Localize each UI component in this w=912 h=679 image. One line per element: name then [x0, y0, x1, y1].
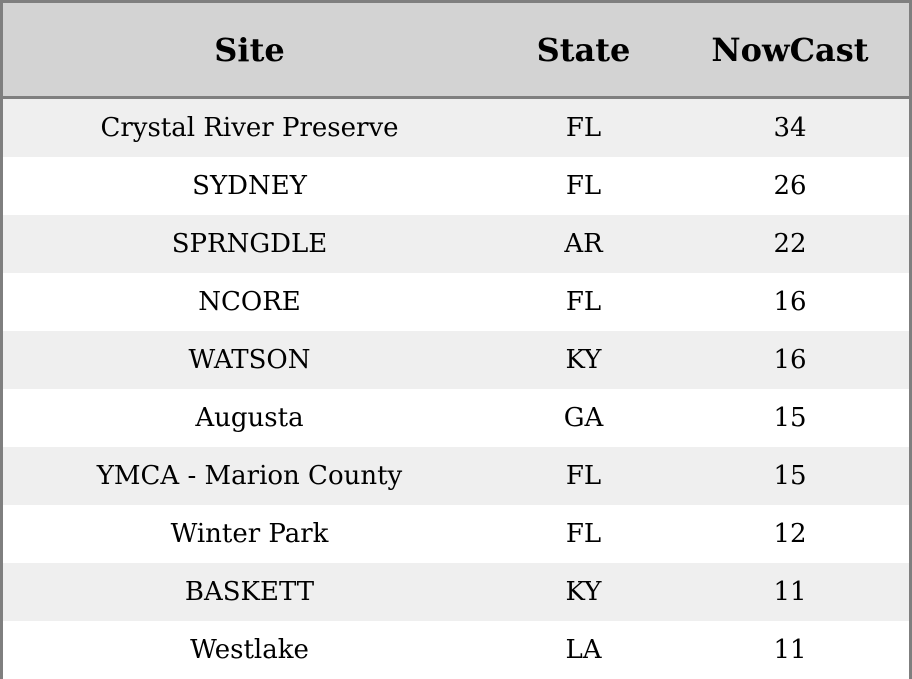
cell-nowcast: 34: [671, 97, 909, 157]
table-row: Westlake LA 11: [3, 621, 909, 679]
cell-nowcast: 15: [671, 447, 909, 505]
nowcast-table: Site State NowCast Crystal River Preserv…: [3, 3, 909, 679]
cell-state: LA: [496, 621, 671, 679]
cell-state: FL: [496, 447, 671, 505]
cell-nowcast: 12: [671, 505, 909, 563]
column-header-site: Site: [3, 3, 496, 99]
table-body: Crystal River Preserve FL 34 SYDNEY FL 2…: [3, 97, 909, 679]
cell-state: FL: [496, 505, 671, 563]
cell-state: KY: [496, 331, 671, 389]
table-row: WATSON KY 16: [3, 331, 909, 389]
cell-nowcast: 11: [671, 621, 909, 679]
cell-site: Augusta: [3, 389, 496, 447]
cell-nowcast: 15: [671, 389, 909, 447]
cell-site: Crystal River Preserve: [3, 97, 496, 157]
table-header: Site State NowCast: [3, 3, 909, 99]
cell-state: FL: [496, 273, 671, 331]
table-row: NCORE FL 16: [3, 273, 909, 331]
table-row: SYDNEY FL 26: [3, 157, 909, 215]
column-header-nowcast: NowCast: [671, 3, 909, 99]
cell-site: NCORE: [3, 273, 496, 331]
cell-site: Westlake: [3, 621, 496, 679]
cell-nowcast: 22: [671, 215, 909, 273]
header-row: Site State NowCast: [3, 3, 909, 99]
table-row: SPRNGDLE AR 22: [3, 215, 909, 273]
cell-site: YMCA - Marion County: [3, 447, 496, 505]
cell-site: BASKETT: [3, 563, 496, 621]
cell-state: FL: [496, 97, 671, 157]
table-row: YMCA - Marion County FL 15: [3, 447, 909, 505]
table-row: BASKETT KY 11: [3, 563, 909, 621]
cell-state: KY: [496, 563, 671, 621]
table-row: Winter Park FL 12: [3, 505, 909, 563]
cell-state: AR: [496, 215, 671, 273]
table-row: Crystal River Preserve FL 34: [3, 97, 909, 157]
cell-site: SPRNGDLE: [3, 215, 496, 273]
cell-nowcast: 11: [671, 563, 909, 621]
table-row: Augusta GA 15: [3, 389, 909, 447]
cell-site: WATSON: [3, 331, 496, 389]
cell-nowcast: 26: [671, 157, 909, 215]
cell-state: GA: [496, 389, 671, 447]
column-header-state: State: [496, 3, 671, 99]
cell-site: Winter Park: [3, 505, 496, 563]
cell-state: FL: [496, 157, 671, 215]
cell-nowcast: 16: [671, 331, 909, 389]
cell-nowcast: 16: [671, 273, 909, 331]
cell-site: SYDNEY: [3, 157, 496, 215]
